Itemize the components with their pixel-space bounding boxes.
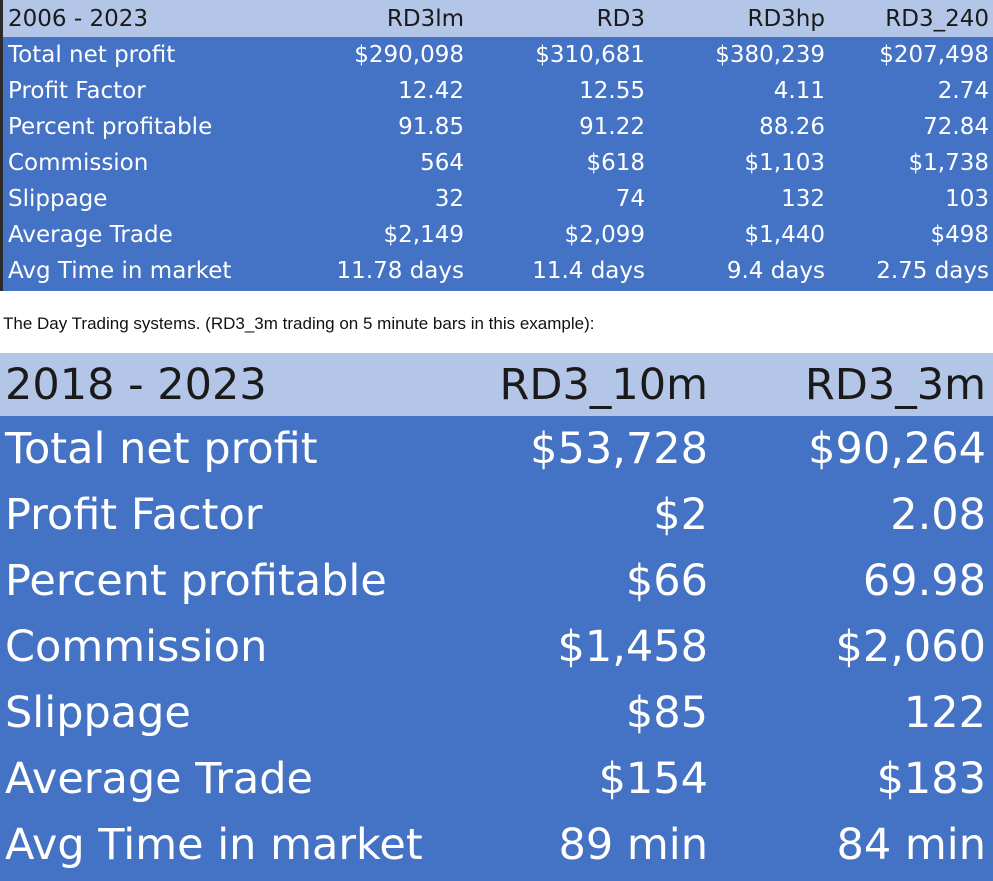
table-row: Avg Time in market 89 min 84 min — [0, 812, 993, 878]
row-label: Slippage — [8, 186, 108, 212]
table-row: Avg Time in market 11.78 days 11.4 days … — [0, 253, 993, 289]
table-header-row: 2006 - 2023 RD3lm RD3 RD3hp RD3_240 — [0, 0, 993, 37]
row-label: Average Trade — [5, 754, 313, 804]
table-cell: 2.75 days — [876, 258, 989, 284]
table-cell: $618 — [586, 150, 645, 176]
table-cell: $1,103 — [744, 150, 825, 176]
table-cell: 89 min — [558, 820, 708, 870]
row-label: Profit Factor — [5, 490, 263, 540]
table-cell: $2,060 — [835, 622, 986, 672]
table-cell: 11.4 days — [532, 258, 645, 284]
table-cell: 12.42 — [398, 78, 464, 104]
column-header: RD3hp — [747, 5, 825, 32]
period-header: 2018 - 2023 — [5, 359, 267, 410]
table-row: Percent profitable $66 69.98 — [0, 548, 993, 614]
table-row: Percent profitable 91.85 91.22 88.26 72.… — [0, 109, 993, 145]
day-trading-results-table: 2018 - 2023 RD3_10m RD3_3m Total net pro… — [0, 353, 993, 881]
table-cell: 69.98 — [862, 556, 986, 606]
table-cell: $66 — [625, 556, 708, 606]
row-label: Profit Factor — [8, 78, 146, 104]
table-cell: $1,440 — [744, 222, 825, 248]
table-cell: $90,264 — [808, 424, 986, 474]
table-cell: 9.4 days — [726, 258, 825, 284]
caption-text: The Day Trading systems. (RD3_3m trading… — [3, 314, 595, 333]
table-cell: 84 min — [836, 820, 986, 870]
row-label: Average Trade — [8, 222, 173, 248]
table-cell: $290,098 — [354, 42, 464, 68]
table-cell: 32 — [434, 186, 464, 212]
table-cell: 103 — [945, 186, 989, 212]
table-row: Average Trade $2,149 $2,099 $1,440 $498 — [0, 217, 993, 253]
table-row: Slippage $85 122 — [0, 680, 993, 746]
table-cell: 2.74 — [937, 78, 989, 104]
row-label: Percent profitable — [5, 556, 387, 606]
period-header: 2006 - 2023 — [8, 5, 148, 32]
column-header: RD3_240 — [885, 5, 989, 32]
table-row: Profit Factor $2 2.08 — [0, 482, 993, 548]
row-label: Slippage — [5, 688, 191, 738]
table-cell: 4.11 — [773, 78, 825, 104]
row-label: Total net profit — [8, 42, 176, 68]
table-cell: 2.08 — [890, 490, 986, 540]
row-label: Avg Time in market — [5, 820, 423, 870]
table-cell: $310,681 — [535, 42, 645, 68]
table-cell: 564 — [420, 150, 464, 176]
table-cell: $1,458 — [557, 622, 708, 672]
table-cell: $207,498 — [879, 42, 989, 68]
row-label: Total net profit — [5, 424, 318, 474]
table-row: Total net profit $53,728 $90,264 — [0, 416, 993, 482]
table-row: Slippage 32 74 132 103 — [0, 181, 993, 217]
table-cell: 88.26 — [759, 114, 825, 140]
table-cell: 122 — [903, 688, 986, 738]
table-cell: 74 — [615, 186, 645, 212]
table-left-border — [0, 0, 3, 291]
table-cell: $154 — [598, 754, 708, 804]
table-cell: $498 — [930, 222, 989, 248]
table-cell: $2 — [653, 490, 708, 540]
table-cell: 72.84 — [923, 114, 989, 140]
row-label: Commission — [5, 622, 268, 672]
table-cell: $85 — [625, 688, 708, 738]
table-cell: $2,099 — [564, 222, 645, 248]
row-label: Avg Time in market — [8, 258, 232, 284]
table-cell: 91.22 — [579, 114, 645, 140]
table-row: Average Trade $154 $183 — [0, 746, 993, 812]
row-label: Commission — [8, 150, 149, 176]
table-cell: $380,239 — [715, 42, 825, 68]
table-cell: $53,728 — [530, 424, 708, 474]
table-cell: $1,738 — [908, 150, 989, 176]
table-header-row: 2018 - 2023 RD3_10m RD3_3m — [0, 353, 993, 416]
table-cell: 11.78 days — [336, 258, 464, 284]
table-cell: 12.55 — [579, 78, 645, 104]
table-cell: 91.85 — [398, 114, 464, 140]
column-header: RD3lm — [386, 5, 464, 32]
row-label: Percent profitable — [8, 114, 213, 140]
table-row: Commission $1,458 $2,060 — [0, 614, 993, 680]
long-term-results-table: 2006 - 2023 RD3lm RD3 RD3hp RD3_240 Tota… — [0, 0, 993, 291]
table-cell: $183 — [876, 754, 986, 804]
table-row: Total net profit $290,098 $310,681 $380,… — [0, 37, 993, 73]
table-row: Profit Factor 12.42 12.55 4.11 2.74 — [0, 73, 993, 109]
table-cell: $2,149 — [383, 222, 464, 248]
table-row: Commission 564 $618 $1,103 $1,738 — [0, 145, 993, 181]
column-header: RD3_10m — [499, 359, 708, 410]
column-header: RD3_3m — [804, 359, 986, 410]
column-header: RD3 — [596, 5, 645, 32]
table-cell: 132 — [781, 186, 825, 212]
